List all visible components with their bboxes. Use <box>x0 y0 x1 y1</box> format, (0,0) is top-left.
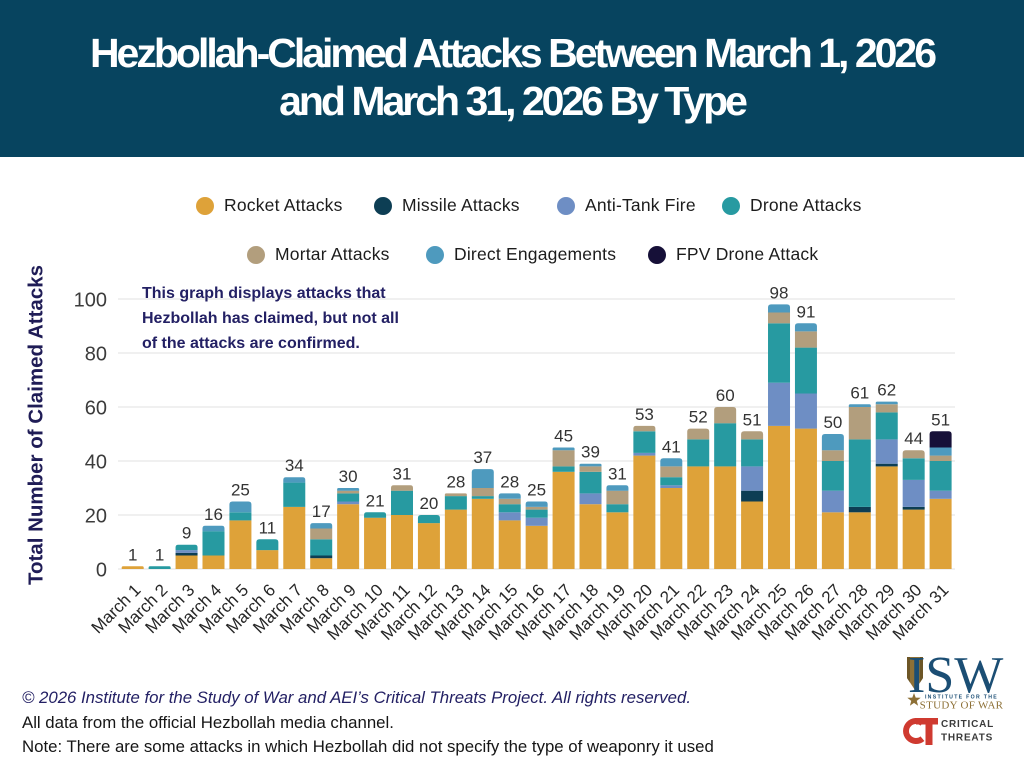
svg-text:44: 44 <box>904 429 923 448</box>
svg-text:20: 20 <box>85 506 107 528</box>
svg-text:98: 98 <box>770 283 789 302</box>
svg-text:16: 16 <box>204 505 223 524</box>
svg-text:ISW: ISW <box>908 650 1003 704</box>
svg-text:50: 50 <box>823 413 842 432</box>
svg-text:62: 62 <box>877 381 896 400</box>
svg-text:100: 100 <box>74 290 107 312</box>
svg-text:STUDY OF WAR: STUDY OF WAR <box>920 700 1004 712</box>
svg-text:45: 45 <box>554 427 573 446</box>
svg-text:51: 51 <box>931 410 950 429</box>
svg-text:Hezbollah has claimed, but not: Hezbollah has claimed, but not all <box>142 310 399 327</box>
svg-text:INSTITUTE FOR THE: INSTITUTE FOR THE <box>925 695 998 701</box>
svg-text:30: 30 <box>339 467 358 486</box>
svg-text:20: 20 <box>419 494 438 513</box>
svg-text:37: 37 <box>473 448 492 467</box>
svg-text:of the attacks are confirmed.: of the attacks are confirmed. <box>142 335 360 352</box>
svg-text:41: 41 <box>662 437 681 456</box>
svg-text:THREATS: THREATS <box>941 733 993 744</box>
svg-text:60: 60 <box>85 398 107 420</box>
svg-text:25: 25 <box>527 481 546 500</box>
svg-text:53: 53 <box>635 405 654 424</box>
svg-text:31: 31 <box>393 464 412 483</box>
svg-text:25: 25 <box>231 481 250 500</box>
svg-text:This graph displays attacks th: This graph displays attacks that <box>142 285 386 302</box>
svg-text:1: 1 <box>155 545 164 564</box>
svg-text:51: 51 <box>743 410 762 429</box>
svg-text:80: 80 <box>85 344 107 366</box>
svg-text:31: 31 <box>608 464 627 483</box>
svg-text:52: 52 <box>689 408 708 427</box>
svg-text:Total Number of Claimed Attack: Total Number of Claimed Attacks <box>25 265 48 585</box>
svg-text:61: 61 <box>850 383 869 402</box>
svg-text:17: 17 <box>312 502 331 521</box>
svg-text:9: 9 <box>182 524 191 543</box>
svg-text:0: 0 <box>96 560 107 582</box>
svg-text:CRITICAL: CRITICAL <box>941 719 994 730</box>
svg-text:60: 60 <box>716 386 735 405</box>
svg-text:34: 34 <box>285 456 304 475</box>
svg-text:11: 11 <box>259 518 277 537</box>
svg-text:39: 39 <box>581 443 600 462</box>
svg-text:40: 40 <box>85 452 107 474</box>
svg-text:28: 28 <box>500 472 519 491</box>
svg-text:1: 1 <box>128 545 137 564</box>
svg-text:21: 21 <box>366 491 385 510</box>
svg-text:28: 28 <box>446 472 465 491</box>
svg-text:91: 91 <box>797 302 816 321</box>
